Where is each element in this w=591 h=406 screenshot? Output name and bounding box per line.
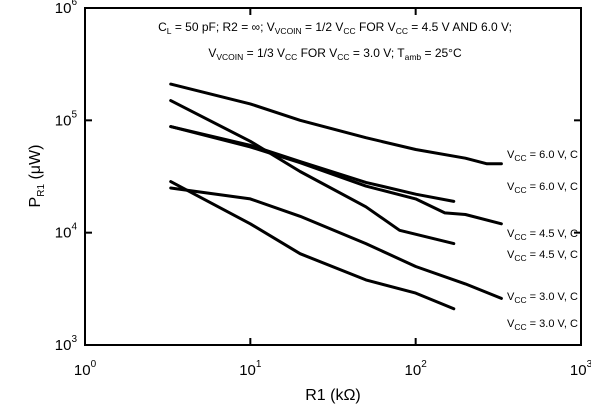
series-label-6: VCC = 3.0 V, C <box>507 318 578 332</box>
series-line-5 <box>169 186 503 300</box>
x-tick-label: 103 <box>570 359 591 379</box>
y-axis-label-main: P <box>27 197 44 208</box>
x-tick-label: 102 <box>405 359 428 379</box>
plot-frame <box>84 7 582 346</box>
series-labels: VCC = 6.0 V, C VCC = 6.0 V, C VCC = 4.5 V,… <box>507 149 578 332</box>
x-axis-label: R1 (kΩ) <box>305 387 361 404</box>
series-line-3 <box>169 125 503 226</box>
series-lines <box>169 82 503 311</box>
series-label-5: VCC = 3.0 V, C <box>507 291 578 305</box>
series-label-2: VCC = 6.0 V, C <box>507 181 578 195</box>
x-axis-ticks: 100 101 102 103 <box>74 8 591 379</box>
y-axis-label: PR1 (μW) <box>27 145 47 208</box>
series-label-3: VCC = 4.5 V, C <box>507 228 578 242</box>
y-tick-label: 106 <box>55 0 78 17</box>
y-tick-label: 103 <box>55 334 78 354</box>
series-line-6 <box>169 180 456 311</box>
conditions-line-1: CL = 50 pF; R2 = ∞; VVCOIN = 1/2 VCC FOR… <box>158 20 512 36</box>
y-tick-label: 105 <box>55 109 78 129</box>
series-label-1: VCC = 6.0 V, C <box>507 149 578 163</box>
y-axis-label-subscript: R1 <box>36 184 47 197</box>
series-label-4: VCC = 4.5 V, C <box>507 249 578 263</box>
conditions-line-2: VVCOIN = 1/3 VCC FOR VCC = 3.0 V; Tamb =… <box>208 46 462 62</box>
y-axis-label-unit: (μW) <box>27 145 44 184</box>
series-line-4 <box>169 99 456 246</box>
x-tick-label: 101 <box>239 359 262 379</box>
x-tick-label: 100 <box>74 359 97 379</box>
series-line-1 <box>169 82 503 166</box>
y-axis-ticks: 103 104 105 106 <box>55 0 581 354</box>
y-tick-label: 104 <box>55 222 78 242</box>
